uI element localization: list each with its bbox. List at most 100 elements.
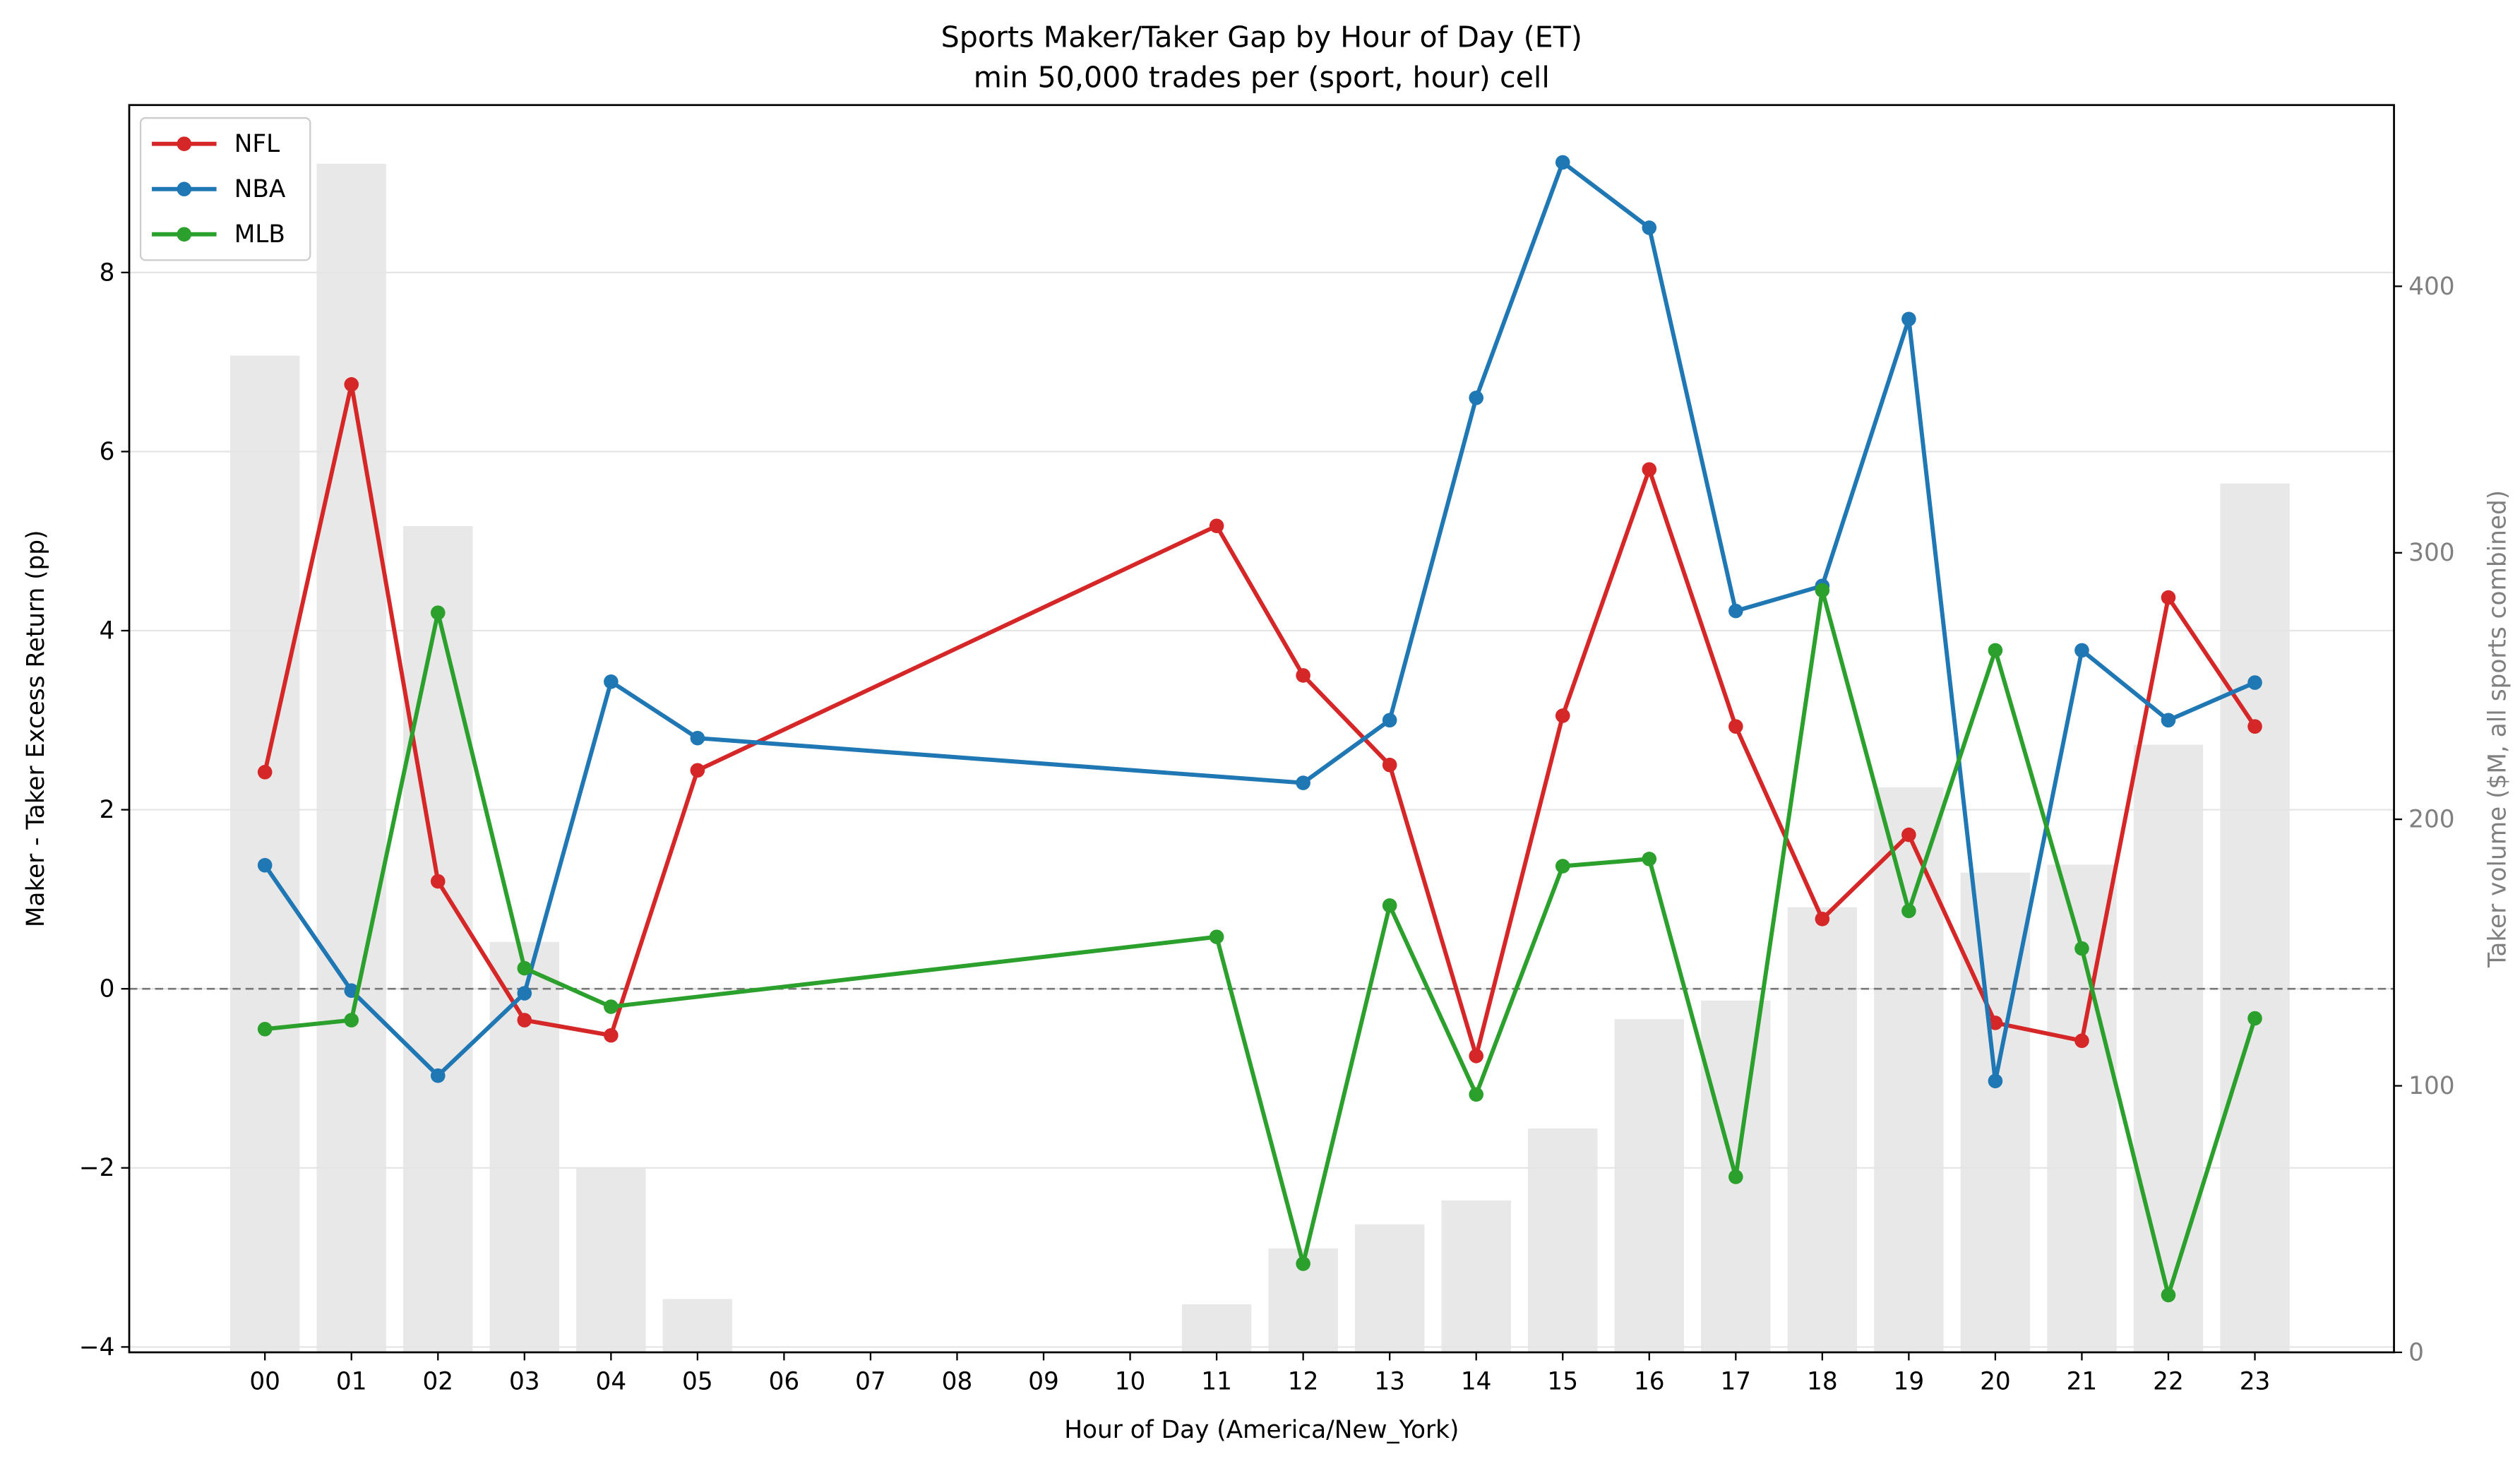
point-nfl-19 [1901,827,1916,842]
point-nfl-20 [1988,1016,2003,1030]
volume-bar-19 [1874,787,1944,1352]
point-nfl-05 [690,763,705,778]
point-nba-13 [1382,713,1397,728]
y-axis-label: Maker - Taker Excess Return (pp) [22,530,50,928]
point-mlb-00 [257,1021,273,1037]
x-tick-label: 06 [769,1368,800,1396]
y-tick-label: 4 [100,617,115,645]
legend-label-nfl: NFL [234,130,280,158]
point-nba-22 [2161,713,2176,728]
point-mlb-21 [2074,941,2089,956]
point-nfl-11 [1209,518,1224,533]
point-nba-12 [1296,775,1310,790]
x-tick-label: 18 [1807,1368,1838,1396]
point-mlb-19 [1901,903,1916,919]
point-nfl-18 [1815,911,1830,927]
point-nfl-01 [344,377,359,392]
y-right-tick-label: 400 [2408,273,2454,301]
volume-bar-16 [1614,1019,1684,1352]
point-nfl-12 [1296,668,1310,683]
x-tick-label: 07 [855,1368,886,1396]
x-tick-label: 17 [1720,1368,1751,1396]
point-nfl-23 [2247,719,2262,734]
legend-label-mlb: MLB [234,220,285,249]
series-line-nba [263,159,2256,1082]
volume-bar-00 [230,355,300,1352]
x-tick-label: 21 [2067,1368,2098,1396]
point-nba-15 [1555,155,1570,170]
x-tick-label: 13 [1374,1368,1405,1396]
x-tick-label: 02 [422,1368,453,1396]
volume-bar-01 [316,163,386,1352]
point-mlb-03 [517,960,532,976]
point-nfl-03 [517,1013,532,1028]
volume-bar-20 [1960,872,2031,1352]
point-nba-04 [604,674,619,689]
point-nba-21 [2074,643,2089,658]
volume-bar-15 [1528,1128,1598,1352]
volume-bar-18 [1787,907,1858,1352]
point-nfl-15 [1555,708,1570,723]
y-right-tick-label: 0 [2408,1338,2424,1366]
x-tick-label: 11 [1201,1368,1232,1396]
y-tick-label: −4 [79,1333,115,1362]
y-tick-label: 0 [100,975,115,1004]
x-tick-label: 22 [2153,1368,2184,1396]
point-mlb-14 [1469,1087,1483,1102]
point-mlb-11 [1209,929,1224,944]
y-right-tick-label: 100 [2408,1072,2454,1100]
point-mlb-20 [1988,643,2003,658]
volume-bar-05 [662,1299,733,1352]
y-tick-label: 2 [100,796,115,824]
series-line-mlb [264,590,2257,1303]
volume-bar-23 [2220,483,2290,1352]
point-nba-16 [1642,220,1657,235]
point-mlb-16 [1642,852,1657,867]
legend-label-nba: NBA [234,175,286,203]
legend-marker [177,227,192,242]
point-nfl-04 [604,1028,619,1043]
volume-bar-04 [576,1168,646,1352]
volume-bar-11 [1181,1304,1252,1352]
x-tick-label: 08 [942,1368,973,1396]
point-nba-03 [517,986,532,1001]
volume-bar-03 [489,941,559,1352]
point-mlb-13 [1382,898,1397,913]
x-tick-label: 09 [1028,1368,1059,1396]
x-tick-label: 04 [596,1368,627,1396]
point-nfl-21 [2074,1033,2089,1049]
point-nba-19 [1901,311,1916,327]
volume-bar-14 [1441,1200,1511,1352]
chart-title: Sports Maker/Taker Gap by Hour of Day (E… [941,20,1582,54]
x-axis-label: Hour of Day (America/New_York) [1064,1416,1459,1444]
volume-bar-21 [2047,864,2117,1352]
point-nfl-00 [257,765,273,780]
point-nba-23 [2247,675,2262,690]
x-tick-label: 20 [1980,1368,2011,1396]
point-nba-02 [430,1068,446,1083]
point-mlb-22 [2161,1287,2176,1303]
point-mlb-04 [604,999,619,1014]
point-nba-05 [690,730,705,746]
point-nfl-17 [1728,719,1743,734]
x-tick-label: 00 [249,1368,280,1396]
point-mlb-17 [1728,1169,1743,1184]
x-tick-label: 23 [2240,1368,2271,1396]
y-right-tick-label: 200 [2408,806,2454,834]
x-tick-label: 05 [682,1368,713,1396]
x-tick-label: 16 [1634,1368,1665,1396]
y-tick-label: 6 [100,438,115,466]
point-nba-20 [1988,1073,2003,1089]
point-nba-14 [1469,391,1483,405]
legend: NFL NBA MLB [139,117,311,261]
x-tick-label: 12 [1288,1368,1319,1396]
y-right-tick-label: 300 [2408,539,2454,567]
y-axis-right-label: Taker volume ($M, all sports combined) [2483,490,2512,968]
volume-bar-22 [2133,744,2204,1352]
volume-bar-13 [1354,1224,1425,1352]
x-tick-label: 01 [336,1368,367,1396]
plot-frame [128,104,2395,1354]
point-nfl-13 [1382,757,1397,773]
x-tick-label: 19 [1894,1368,1925,1396]
